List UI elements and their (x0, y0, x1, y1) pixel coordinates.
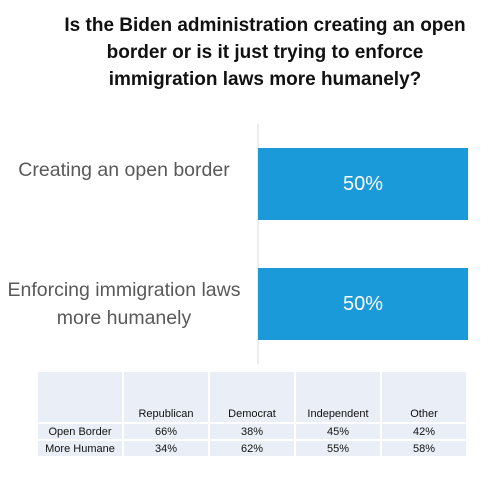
crosstab-row-open-border: Open Border 66% 38% 45% 42% (36, 422, 468, 441)
crosstab-header-corner (36, 370, 124, 424)
data-label-2: 50% (342, 293, 384, 315)
crosstab-cell: 42% (380, 422, 468, 441)
crosstab-cell: 45% (294, 422, 382, 441)
crosstab-header-independent: Independent (294, 370, 382, 424)
crosstab-cell: 58% (380, 439, 468, 458)
category-label-2: Enforcing immigration laws more humanely (7, 279, 241, 329)
chart-title: Is the Biden administration creating an … (64, 15, 466, 90)
crosstab-cell: 62% (208, 439, 296, 458)
crosstab-cell: 66% (122, 422, 210, 441)
crosstab-header-republican: Republican (122, 370, 210, 424)
crosstab-cell: 34% (122, 439, 210, 458)
crosstab-header-row: Republican Democrat Independent Other (36, 370, 468, 424)
crosstab-row-more-humane: More Humane 34% 62% 55% 58% (36, 439, 468, 458)
crosstab-header-other: Other (380, 370, 468, 424)
crosstab-cell: 55% (294, 439, 382, 458)
category-label-1: Creating an open border (18, 159, 230, 181)
data-label-1: 50% (342, 173, 384, 195)
crosstab-row-label: Open Border (36, 422, 124, 441)
bar-chart (257, 124, 468, 364)
crosstab-cell: 38% (208, 422, 296, 441)
crosstab-header-democrat: Democrat (208, 370, 296, 424)
crosstab-row-label: More Humane (36, 439, 124, 458)
bar-2 (258, 268, 468, 340)
bar-1 (258, 148, 468, 220)
crosstab-table: Republican Democrat Independent Other Op… (36, 370, 468, 458)
